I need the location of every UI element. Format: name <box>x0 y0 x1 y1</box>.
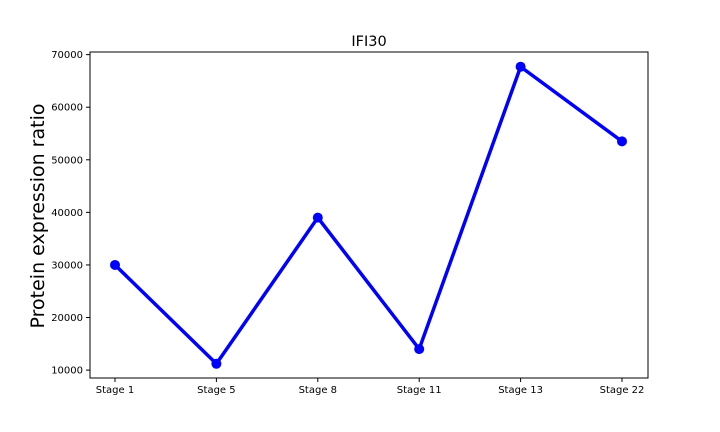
data-point-marker <box>617 136 627 147</box>
data-point-marker <box>211 358 222 369</box>
series-line <box>113 64 624 366</box>
y-tick-label: 50000 <box>51 155 83 166</box>
chart-title: IFI30 <box>351 34 386 50</box>
y-tick-label: 40000 <box>51 208 83 219</box>
x-tick-label: Stage 1 <box>96 385 134 396</box>
data-point-marker <box>515 61 526 72</box>
plot-area-frame <box>89 51 649 379</box>
y-axis-label: Protein expression ratio <box>27 104 49 329</box>
x-axis-ticks: Stage 1 Stage 5 Stage 8 Stage 11 Stage 13 Sta… <box>96 378 645 396</box>
x-tick-label: Stage 8 <box>299 385 337 396</box>
y-axis-ticks: 10000 20000 30000 40000 50000 60000 70000 <box>51 50 90 377</box>
data-point-marker <box>414 344 425 355</box>
y-tick-label: 30000 <box>51 260 83 271</box>
y-tick-label: 70000 <box>51 50 83 61</box>
data-point-marker <box>110 259 120 270</box>
y-tick-label: 20000 <box>51 313 83 324</box>
data-point-marker <box>312 212 323 223</box>
x-tick-label: Stage 22 <box>600 385 645 396</box>
series-group <box>110 61 627 369</box>
x-tick-label: Stage 13 <box>498 385 543 396</box>
x-tick-label: Stage 5 <box>197 385 235 396</box>
x-tick-label: Stage 11 <box>397 385 442 396</box>
y-tick-label: 10000 <box>51 366 83 377</box>
y-tick-label: 60000 <box>51 103 83 114</box>
